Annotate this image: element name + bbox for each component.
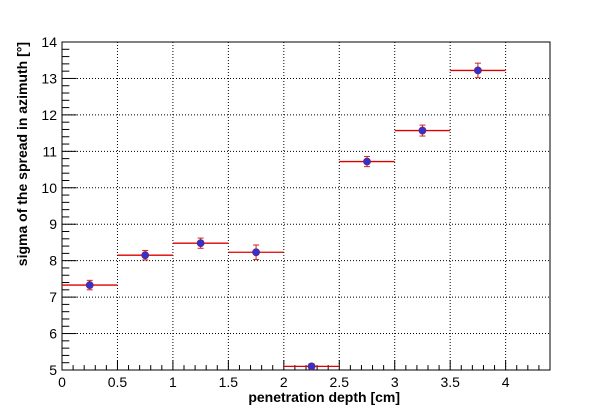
x-tick-label: 2: [280, 374, 288, 390]
data-point: [394, 124, 451, 137]
marker: [363, 157, 371, 166]
x-tick-label: 0.5: [108, 374, 128, 390]
x-tick-label: 1: [169, 374, 177, 390]
y-tick-label: 6: [49, 326, 57, 342]
y-tick-label: 5: [49, 362, 57, 378]
y-tick-labels: 5 6 7 8 9 10 11 12 13 14: [41, 34, 57, 378]
marker: [418, 126, 427, 135]
axis-ticks: [61, 41, 551, 371]
marker: [85, 281, 94, 289]
marker: [474, 66, 482, 75]
data-point: [62, 279, 118, 291]
y-tick-label: 12: [41, 107, 57, 123]
x-tick-label: 3.5: [440, 374, 460, 390]
y-tick-label: 7: [49, 289, 57, 305]
marker: [307, 362, 316, 371]
x-tick-labels: 0 0.5 1 1.5 2 2.5 3 3.5 4: [58, 374, 510, 390]
marker: [252, 248, 260, 257]
y-tick-label: 10: [41, 180, 57, 196]
x-tick-label: 1.5: [219, 374, 239, 390]
data-point: [339, 155, 395, 168]
x-tick-label: 2.5: [330, 374, 350, 390]
data-point: [283, 362, 340, 371]
x-tick-label: 4: [502, 374, 510, 390]
data-point: [228, 244, 284, 261]
y-tick-label: 11: [42, 143, 57, 159]
marker: [141, 251, 150, 260]
x-tick-label: 0: [58, 374, 66, 390]
y-tick-label: 9: [49, 216, 57, 232]
data-point: [172, 237, 229, 249]
data-points: [62, 62, 506, 371]
grid: [62, 42, 550, 370]
y-tick-label: 8: [49, 253, 57, 269]
x-axis-title: penetration depth [cm]: [248, 389, 400, 405]
y-tick-label: 14: [41, 34, 57, 50]
y-tick-label: 13: [41, 70, 57, 86]
x-tick-label: 3: [391, 374, 399, 390]
data-point: [117, 249, 173, 261]
marker: [196, 239, 205, 248]
data-point: [450, 62, 506, 79]
y-axis-title: sigma of the spread in azimuth [°]: [14, 42, 30, 266]
